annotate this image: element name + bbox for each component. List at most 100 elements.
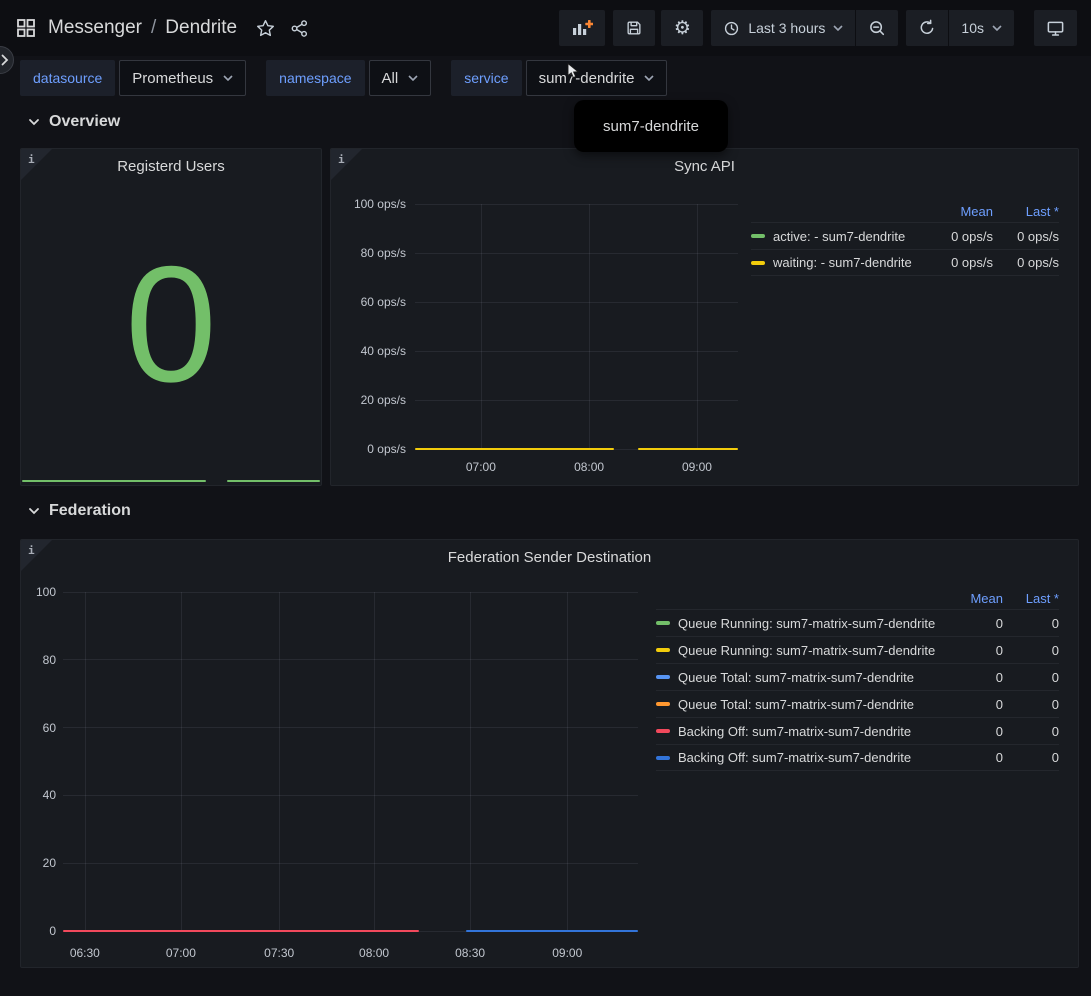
y-axis-tick: 60 ops/s <box>360 295 406 309</box>
dashboard-settings-button[interactable]: ⚙ <box>661 10 704 46</box>
refresh-button[interactable] <box>906 10 948 46</box>
panel-info-corner[interactable] <box>331 149 362 180</box>
monitor-icon <box>1046 19 1065 38</box>
panel-info-corner[interactable] <box>21 149 52 180</box>
gridline <box>374 592 376 931</box>
gridline <box>589 204 591 449</box>
refresh-interval-button[interactable]: 10s <box>948 10 1014 46</box>
legend-label[interactable]: Queue Running: sum7-matrix-sum7-dendrite <box>656 616 947 631</box>
breadcrumb: Messenger / Dendrite <box>48 17 237 39</box>
legend-value: 0 ops/s <box>1017 228 1059 244</box>
plot-area <box>415 203 738 450</box>
legend-sort-header[interactable]: Last * <box>1025 203 1059 219</box>
legend-sort-header[interactable]: Mean <box>960 203 993 219</box>
legend-label[interactable]: Queue Total: sum7-matrix-sum7-dendrite <box>656 670 947 685</box>
y-axis-tick: 20 <box>42 856 56 871</box>
legend-value: 0 <box>995 615 1003 631</box>
legend-value: 0 ops/s <box>951 255 993 270</box>
x-axis-tick: 08:00 <box>359 946 390 960</box>
save-floppy-icon <box>625 19 643 37</box>
panel-title[interactable]: Federation Sender Destination <box>447 549 652 566</box>
sparkline <box>22 480 320 482</box>
section-row-federation[interactable]: Federation <box>28 499 131 523</box>
gridline <box>470 592 472 931</box>
time-range-button[interactable]: Last 3 hours <box>711 10 855 46</box>
chevron-down-icon <box>408 75 418 81</box>
panel-title[interactable]: Sync API <box>674 158 735 175</box>
legend-value: 0 <box>1051 696 1059 712</box>
legend-label[interactable]: Backing Off: sum7-matrix-sum7-dendrite <box>656 724 947 739</box>
y-axis-tick: 60 <box>42 720 56 735</box>
chevron-down-icon <box>28 507 40 515</box>
section-title: Federation <box>49 502 131 519</box>
chevron-down-icon <box>644 75 655 81</box>
add-panel-button[interactable] <box>559 10 606 46</box>
save-dashboard-button[interactable] <box>613 10 656 46</box>
info-icon: i <box>338 153 345 166</box>
x-axis-tick: 07:00 <box>165 946 196 960</box>
x-axis-tick: 08:30 <box>455 946 486 960</box>
legend-swatch <box>656 675 670 679</box>
gridline <box>415 203 738 205</box>
x-axis-tick: 09:00 <box>552 946 583 960</box>
gridline <box>415 399 738 401</box>
tooltip-text: sum7-dendrite <box>603 117 699 135</box>
variable-value-namespace[interactable]: All <box>368 60 432 96</box>
variable-label-namespace: namespace <box>266 60 365 96</box>
dashboards-grid-icon[interactable] <box>14 16 38 40</box>
variable-label-datasource: datasource <box>20 60 116 96</box>
legend-value: 0 <box>995 669 1003 685</box>
legend-row: waiting: - sum7-dendrite 0 ops/s 0 ops/s <box>751 249 1059 276</box>
x-axis-tick: 08:00 <box>574 460 605 474</box>
favorite-star-button[interactable] <box>251 14 279 42</box>
info-icon: i <box>28 153 35 166</box>
gridline <box>279 592 281 931</box>
gridline <box>415 350 738 352</box>
time-range-label: Last 3 hours <box>748 20 826 36</box>
y-axis-tick: 80 <box>42 652 56 667</box>
y-axis: 100 80 60 40 20 0 <box>26 585 56 938</box>
chevron-right-icon <box>1 54 9 66</box>
panel-info-corner[interactable] <box>21 540 52 571</box>
legend-label[interactable]: active: - sum7-dendrite <box>751 229 927 244</box>
magnifier-minus-icon <box>868 19 886 37</box>
variable-value-service[interactable]: sum7-dendrite <box>525 60 668 96</box>
gridline <box>63 794 638 796</box>
breadcrumb-app[interactable]: Messenger <box>48 17 142 38</box>
legend-label[interactable]: Queue Running: sum7-matrix-sum7-dendrite <box>656 643 947 658</box>
legend-sort-header[interactable]: Last * <box>1025 590 1059 606</box>
variable-datasource: datasource Prometheus <box>20 60 247 96</box>
variable-tooltip: sum7-dendrite <box>574 100 728 152</box>
sparkline-segment <box>22 480 207 482</box>
gridline <box>480 204 482 449</box>
zoom-out-time-button[interactable] <box>855 10 898 46</box>
variable-selected-namespace: All <box>381 69 399 87</box>
legend-row: Queue Running: sum7-matrix-sum7-dendrite… <box>656 609 1059 636</box>
legend-value: 0 <box>1051 642 1059 658</box>
legend-value: 0 <box>995 723 1003 739</box>
panel-title[interactable]: Registerd Users <box>117 158 225 175</box>
legend-value: 0 <box>1051 723 1059 739</box>
gridline <box>63 727 638 729</box>
refresh-group: 10s <box>906 10 1014 46</box>
y-axis-tick: 100 ops/s <box>353 197 406 211</box>
section-title: Overview <box>49 113 121 130</box>
gear-icon: ⚙ <box>673 17 691 39</box>
kiosk-mode-button[interactable] <box>1034 10 1077 46</box>
chevron-down-icon <box>833 25 843 31</box>
legend-label[interactable]: Queue Total: sum7-matrix-sum7-dendrite <box>656 697 947 712</box>
variable-value-datasource[interactable]: Prometheus <box>119 60 247 96</box>
legend-sort-header[interactable]: Mean <box>970 590 1003 606</box>
legend-label[interactable]: waiting: - sum7-dendrite <box>751 255 927 270</box>
clock-icon <box>723 20 740 37</box>
x-axis-tick: 06:30 <box>69 946 100 960</box>
share-button[interactable] <box>285 14 313 42</box>
refresh-interval-label: 10s <box>961 20 984 36</box>
section-row-overview[interactable]: Overview <box>28 110 120 134</box>
variables-bar: datasource Prometheus namespace All serv… <box>20 60 668 96</box>
legend-label[interactable]: Backing Off: sum7-matrix-sum7-dendrite <box>656 750 947 765</box>
legend-value: 0 <box>995 750 1003 765</box>
series-line <box>63 930 419 932</box>
legend-swatch <box>656 621 670 625</box>
breadcrumb-page[interactable]: Dendrite <box>165 17 238 38</box>
